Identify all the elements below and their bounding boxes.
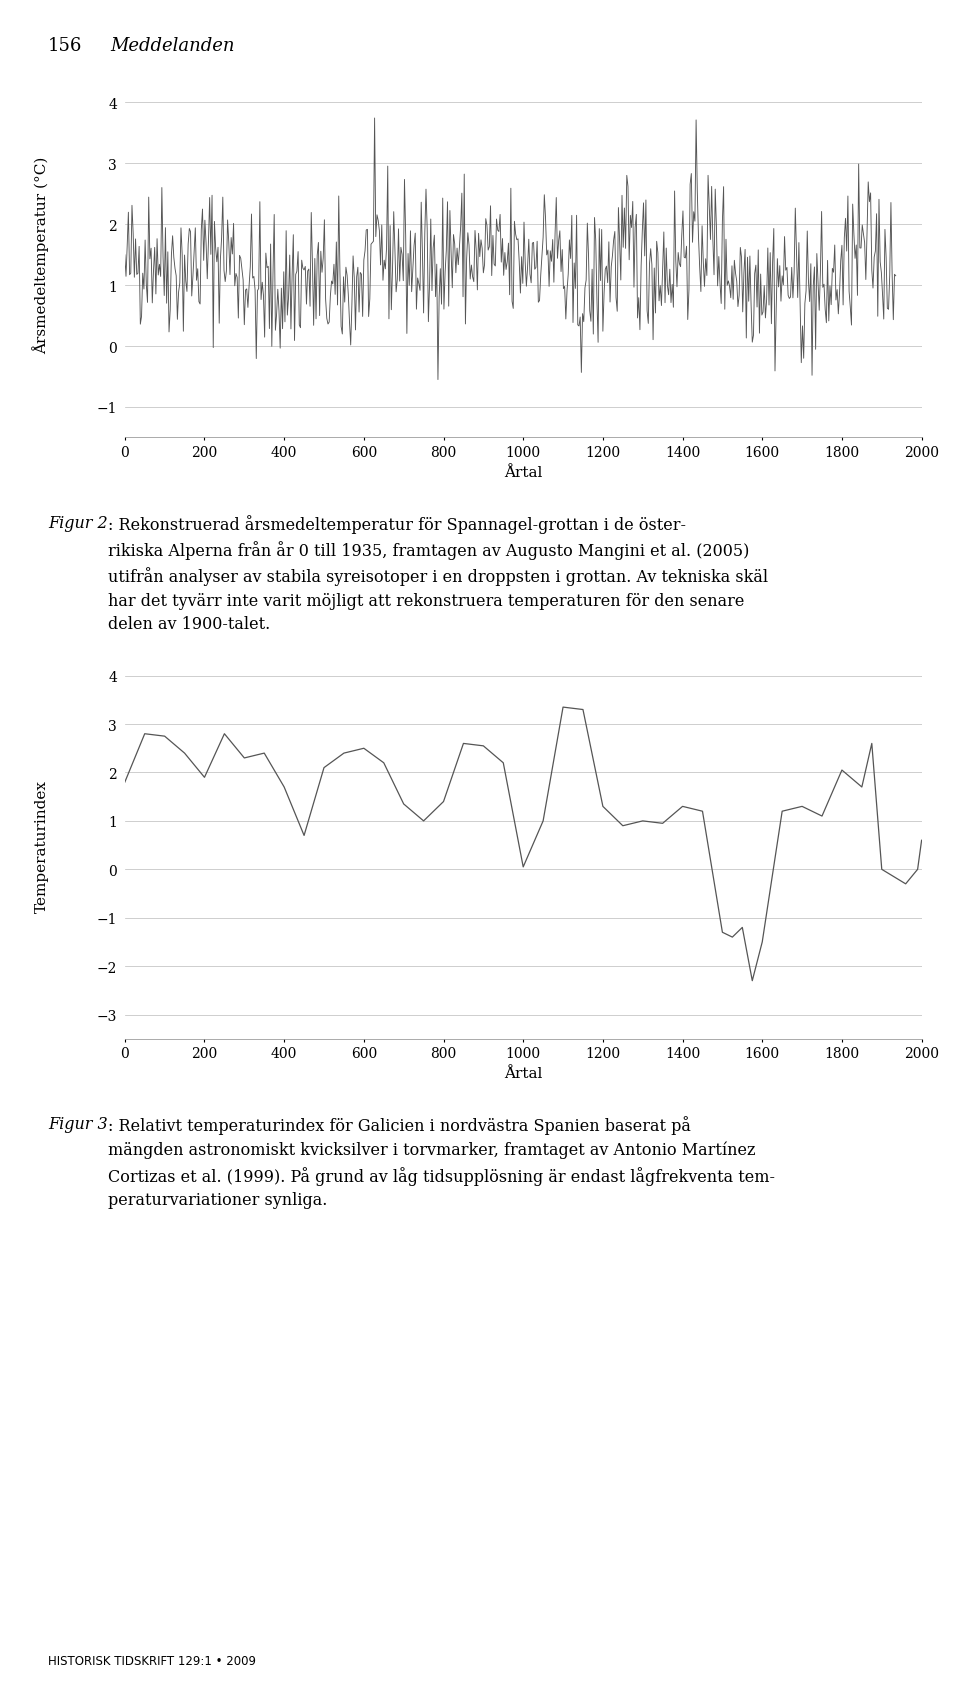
Text: : Rekonstruerad årsmedeltemperatur för Spannagel-grottan i de öster-
rikiska Alp: : Rekonstruerad årsmedeltemperatur för S… (108, 514, 768, 633)
Y-axis label: Årsmedeltemperatur (°C): Årsmedeltemperatur (°C) (33, 156, 49, 355)
Text: Figur 2: Figur 2 (48, 514, 108, 531)
Text: Figur 3: Figur 3 (48, 1116, 108, 1133)
X-axis label: Årtal: Årtal (504, 465, 542, 479)
Text: Meddelanden: Meddelanden (110, 37, 235, 56)
Text: HISTORISK TIDSKRIFT 129:1 • 2009: HISTORISK TIDSKRIFT 129:1 • 2009 (48, 1654, 256, 1667)
Text: 156: 156 (48, 37, 83, 56)
X-axis label: Årtal: Årtal (504, 1066, 542, 1080)
Y-axis label: Temperaturindex: Temperaturindex (36, 779, 49, 912)
Text: : Relativt temperaturindex för Galicien i nordvästra Spanien baserat på
mängden : : Relativt temperaturindex för Galicien … (108, 1116, 775, 1209)
